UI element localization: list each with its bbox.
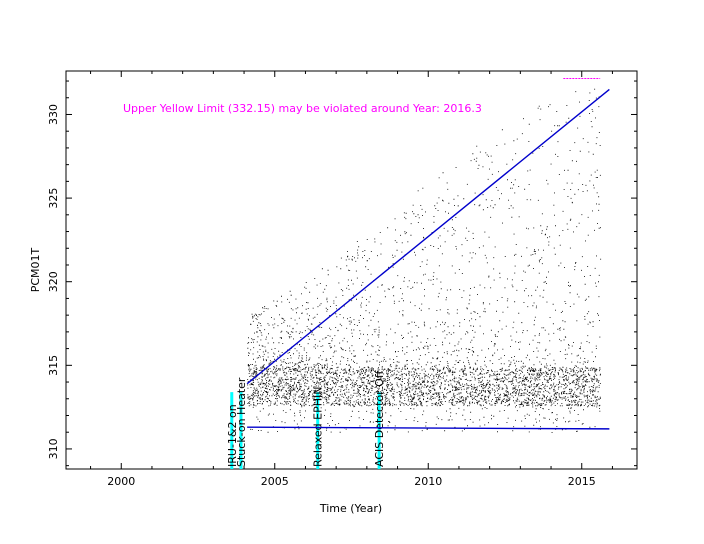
axis-ticks: 2000 2005 2010 2015 310 315 320 325 330 bbox=[47, 71, 637, 488]
y-tick-label: 320 bbox=[47, 271, 60, 292]
y-tick-label: 315 bbox=[47, 355, 60, 376]
trend-line bbox=[246, 88, 610, 385]
scatter-cloud bbox=[247, 88, 602, 433]
event-label: Relaxed EPHIN bbox=[312, 387, 325, 467]
y-axis-title: PCM01T bbox=[29, 247, 42, 292]
x-axis-title: Time (Year) bbox=[319, 502, 382, 515]
scatter-points bbox=[247, 88, 602, 433]
x-tick-label: 2005 bbox=[261, 475, 289, 488]
trend-line bbox=[247, 426, 610, 430]
annotation-text: Upper Yellow Limit (332.15) may be viola… bbox=[123, 102, 482, 115]
x-tick-label: 2000 bbox=[107, 475, 135, 488]
x-tick-label: 2015 bbox=[568, 475, 596, 488]
y-tick-label: 330 bbox=[47, 104, 60, 125]
event-label: Stuck-on Heater bbox=[235, 377, 248, 467]
event-label: ACIS Detector Off bbox=[373, 370, 386, 467]
trend-lines bbox=[246, 78, 610, 430]
y-tick-label: 310 bbox=[47, 438, 60, 459]
event-label: IRU-1&2 on bbox=[226, 404, 239, 467]
x-tick-label: 2010 bbox=[414, 475, 442, 488]
plot-frame bbox=[65, 70, 638, 470]
y-tick-label: 325 bbox=[47, 188, 60, 209]
